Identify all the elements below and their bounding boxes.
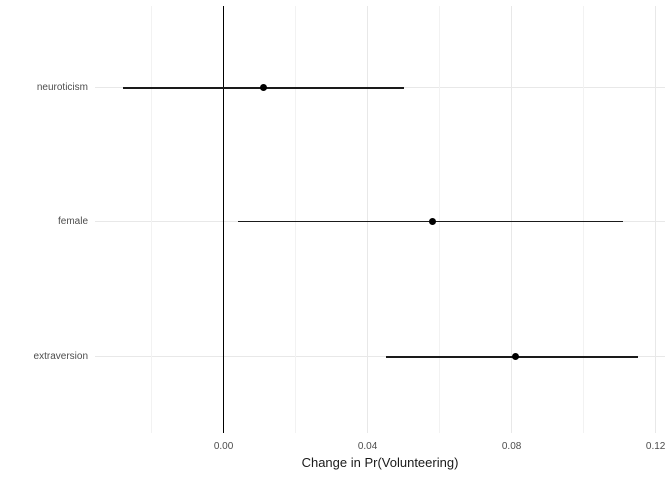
x-tick-label-0.04: 0.04: [357, 441, 378, 452]
y-axis-label-extraversion: extraversion: [33, 350, 88, 362]
zero-reference-line: [222, 6, 225, 433]
x-tick-label-0.00: 0.00: [213, 441, 234, 452]
gridline-y-extraversion: [95, 356, 665, 358]
x-tick-label-0.08: 0.08: [501, 441, 522, 452]
point-estimate-female: [428, 218, 436, 226]
gridline-x-minor: [583, 6, 585, 433]
gridline-x-minor: [151, 6, 153, 433]
y-axis-label-female: female: [57, 215, 88, 227]
gridline-x-major: [367, 6, 369, 433]
gridline-x-major: [655, 6, 657, 433]
gridline-x-minor: [295, 6, 297, 433]
y-axis-label-neuroticism: neuroticism: [36, 81, 88, 93]
gridline-x-minor: [439, 6, 441, 433]
x-axis-title: Change in Pr(Volunteering): [301, 455, 459, 470]
gridline-x-major: [511, 6, 513, 433]
plot-panel: [95, 6, 665, 433]
x-tick-label-0.12: 0.12: [645, 441, 666, 452]
point-estimate-neuroticism: [259, 84, 267, 92]
errorbar-extraversion: [385, 356, 638, 358]
point-estimate-extraversion: [511, 353, 519, 361]
